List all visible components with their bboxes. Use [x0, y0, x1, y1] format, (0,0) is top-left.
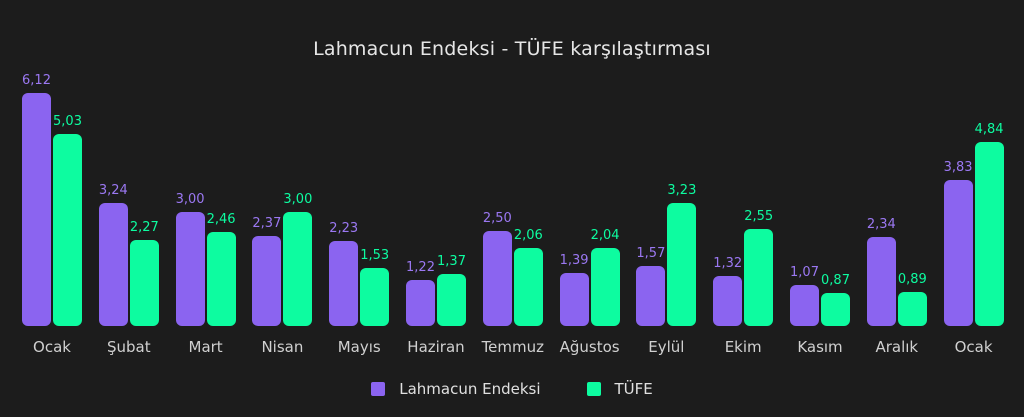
- x-axis-tick-label: Ağustos: [559, 338, 620, 356]
- bar-lahmacun[interactable]: [175, 211, 205, 326]
- bar-lahmacun[interactable]: [329, 241, 359, 326]
- bar-lahmacun[interactable]: [713, 275, 743, 326]
- bar-tufe[interactable]: [437, 273, 466, 326]
- bar-lahmacun[interactable]: [98, 202, 128, 326]
- bar-value-label: 2,34: [866, 216, 896, 232]
- legend-label: TÜFE: [614, 380, 653, 398]
- bar-value-label: 0,87: [821, 272, 850, 288]
- x-axis-tick-label: Ocak: [954, 338, 993, 356]
- bar-tufe[interactable]: [821, 292, 850, 326]
- bar-value-label: 3,00: [175, 191, 205, 207]
- bar-tufe[interactable]: [744, 228, 774, 326]
- x-axis-tick-label: Mayıs: [337, 338, 381, 356]
- bar-lahmacun[interactable]: [943, 180, 973, 326]
- x-axis-tick-label: Nisan: [261, 338, 304, 356]
- bar-value-label: 1,57: [636, 246, 666, 262]
- bar-value-label: 1,22: [406, 259, 435, 275]
- bar-lahmacun[interactable]: [252, 235, 282, 326]
- bar-value-label: 1,32: [713, 255, 743, 271]
- bar-tufe[interactable]: [129, 239, 159, 326]
- bar-value-label: 1,53: [360, 247, 390, 263]
- bar-value-label: 2,04: [590, 228, 620, 244]
- bar-lahmacun[interactable]: [636, 266, 666, 326]
- x-axis-tick-label: Ocak: [33, 338, 71, 356]
- legend-swatch-tufe-icon: [586, 382, 601, 396]
- bar-value-label: 3,24: [98, 182, 128, 198]
- bar-value-label: 2,06: [513, 227, 543, 243]
- x-axis-tick-label: Aralık: [875, 338, 919, 356]
- bar-value-label: 3,23: [667, 182, 697, 198]
- bar-value-label: 2,50: [482, 210, 512, 226]
- x-axis-tick-label: Temmuz: [481, 338, 545, 356]
- legend-item-lahmacun[interactable]: Lahmacun Endeksi: [371, 380, 541, 398]
- chart-title: Lahmacun Endeksi - TÜFE karşılaştırması: [313, 38, 711, 60]
- bar-value-label: 2,37: [252, 215, 282, 231]
- bar-value-label: 2,55: [744, 208, 774, 224]
- bar-lahmacun[interactable]: [790, 285, 819, 326]
- bar-value-label: 4,84: [974, 121, 1004, 137]
- bar-value-label: 1,37: [437, 253, 466, 269]
- bar-tufe[interactable]: [897, 292, 927, 326]
- bar-value-label: 0,89: [897, 272, 927, 288]
- legend-swatch-lahmacun-icon: [371, 382, 386, 396]
- bar-value-label: 6,12: [22, 72, 51, 88]
- x-axis-tick-label: Haziran: [407, 338, 465, 356]
- bar-value-label: 2,46: [206, 212, 236, 228]
- legend-item-tufe[interactable]: TÜFE: [586, 380, 653, 398]
- bar-lahmacun[interactable]: [482, 230, 512, 326]
- x-axis-tick-label: Şubat: [106, 338, 151, 356]
- bar-tufe[interactable]: [283, 211, 313, 326]
- bar-tufe[interactable]: [974, 141, 1004, 326]
- x-axis-tick-label: Mart: [188, 338, 223, 356]
- bar-tufe[interactable]: [590, 248, 620, 326]
- legend-label: Lahmacun Endeksi: [399, 380, 541, 398]
- bar-value-label: 5,03: [53, 114, 82, 130]
- bar-lahmacun[interactable]: [559, 273, 589, 326]
- x-axis-tick-label: Kasım: [797, 338, 843, 356]
- bar-lahmacun[interactable]: [866, 236, 896, 326]
- x-axis-tick-label: Ekim: [724, 338, 762, 356]
- bar-tufe[interactable]: [360, 267, 390, 326]
- bar-lahmacun[interactable]: [406, 279, 435, 326]
- bar-lahmacun[interactable]: [22, 92, 51, 326]
- x-axis-tick-label: Eylül: [648, 338, 685, 356]
- bar-tufe[interactable]: [513, 247, 543, 326]
- bar-value-label: 2,27: [129, 219, 159, 235]
- bar-value-label: 3,83: [943, 160, 973, 176]
- bar-tufe[interactable]: [667, 202, 697, 326]
- chart-legend: Lahmacun Endeksi TÜFE: [0, 380, 1024, 398]
- bar-tufe[interactable]: [206, 232, 236, 326]
- bar-value-label: 1,07: [790, 265, 819, 281]
- bar-tufe[interactable]: [53, 134, 82, 326]
- bar-value-label: 3,00: [283, 191, 313, 207]
- bar-value-label: 1,39: [559, 253, 589, 269]
- bar-value-label: 2,23: [329, 221, 359, 237]
